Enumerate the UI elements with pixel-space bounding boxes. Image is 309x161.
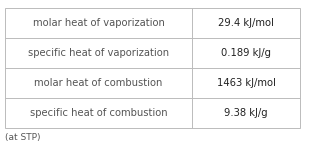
Text: specific heat of vaporization: specific heat of vaporization bbox=[28, 48, 169, 58]
Text: specific heat of combustion: specific heat of combustion bbox=[30, 108, 167, 118]
Text: 29.4 kJ/mol: 29.4 kJ/mol bbox=[218, 18, 274, 28]
Bar bbox=[5, 8, 300, 128]
Text: molar heat of vaporization: molar heat of vaporization bbox=[33, 18, 165, 28]
Text: molar heat of combustion: molar heat of combustion bbox=[35, 78, 163, 88]
Text: (at STP): (at STP) bbox=[5, 133, 40, 142]
Text: 0.189 kJ/g: 0.189 kJ/g bbox=[221, 48, 271, 58]
Text: 9.38 kJ/g: 9.38 kJ/g bbox=[224, 108, 268, 118]
Text: 1463 kJ/mol: 1463 kJ/mol bbox=[217, 78, 276, 88]
